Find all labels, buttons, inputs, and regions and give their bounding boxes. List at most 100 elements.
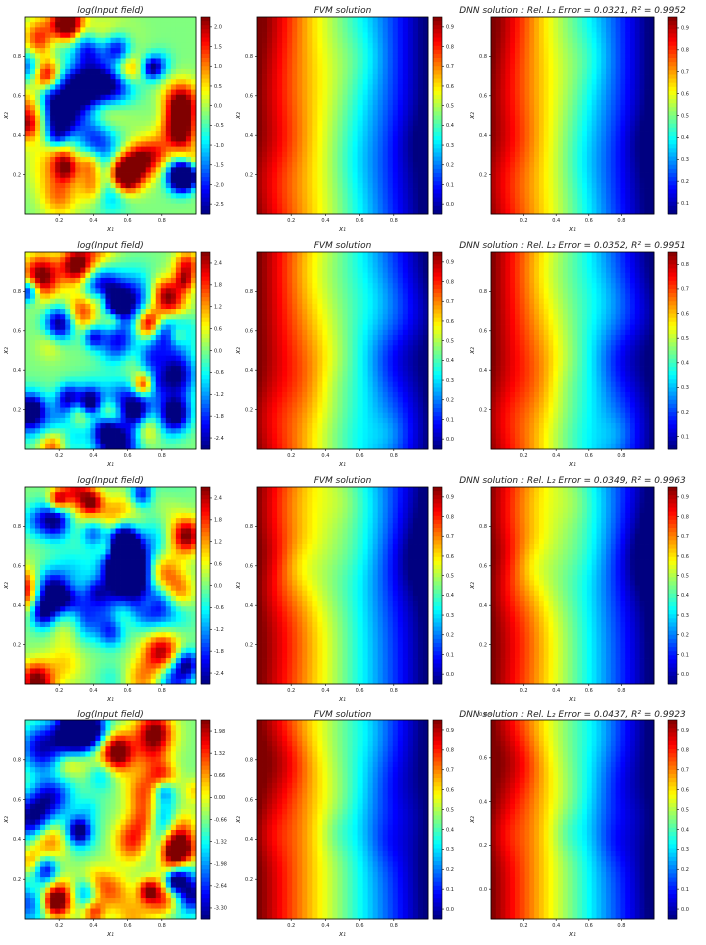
- heatmap-cell: [620, 43, 625, 49]
- heatmap-cell: [573, 136, 578, 142]
- heatmap-cell: [70, 110, 75, 116]
- heatmap-cell: [30, 33, 35, 39]
- heatmap-cell: [398, 131, 403, 137]
- heatmap-cell: [95, 408, 100, 414]
- heatmap-cell: [90, 299, 95, 305]
- colorbar-segment: [433, 148, 442, 153]
- heatmap-cell: [70, 444, 75, 450]
- heatmap-cell: [520, 79, 525, 85]
- heatmap-cell: [35, 162, 40, 168]
- heatmap-cell: [644, 64, 649, 70]
- heatmap-cell: [35, 314, 40, 320]
- heatmap-cell: [553, 131, 558, 137]
- heatmap-cell: [50, 325, 55, 331]
- heatmap-cell: [601, 141, 606, 147]
- heatmap-cell: [95, 105, 100, 111]
- heatmap-cell: [75, 433, 80, 439]
- heatmap-cell: [568, 183, 573, 189]
- heatmap-cell: [80, 84, 85, 90]
- heatmap-cell: [544, 79, 549, 85]
- heatmap-cell: [85, 413, 90, 419]
- heatmap-cell: [272, 69, 277, 75]
- heatmap-cell: [131, 152, 136, 158]
- heatmap-cell: [534, 204, 539, 210]
- heatmap-cell: [35, 141, 40, 147]
- heatmap-cell: [505, 27, 510, 33]
- heatmap-cell: [25, 38, 30, 44]
- heatmap-cell: [70, 413, 75, 419]
- heatmap-cell: [297, 74, 302, 80]
- heatmap-cell: [126, 283, 131, 289]
- heatmap-cell: [282, 152, 287, 158]
- heatmap-cell: [563, 38, 568, 44]
- heatmap-cell: [35, 152, 40, 158]
- heatmap-cell: [30, 27, 35, 33]
- heatmap-cell: [111, 444, 116, 450]
- heatmap-cell: [40, 95, 45, 101]
- heatmap-cell: [156, 53, 161, 59]
- heatmap-cell: [568, 79, 573, 85]
- heatmap-cell: [121, 382, 126, 388]
- heatmap-cell: [126, 418, 131, 424]
- heatmap-cell: [85, 283, 90, 289]
- heatmap-cell: [85, 204, 90, 210]
- heatmap-cell: [525, 131, 530, 137]
- heatmap-cell: [136, 278, 141, 284]
- heatmap-cell: [90, 418, 95, 424]
- heatmap-cell: [534, 121, 539, 127]
- heatmap-cell: [292, 79, 297, 85]
- heatmap-cell: [553, 17, 558, 23]
- y-tick-label: 0.2: [479, 172, 487, 178]
- heatmap-cell: [408, 131, 413, 137]
- heatmap-cell: [105, 314, 110, 320]
- heatmap-cell: [111, 69, 116, 75]
- heatmap-cell: [563, 100, 568, 106]
- heatmap-cell: [111, 335, 116, 341]
- heatmap-cell: [257, 162, 262, 168]
- heatmap-cell: [601, 204, 606, 210]
- heatmap-cell: [105, 105, 110, 111]
- heatmap-cell: [40, 90, 45, 96]
- heatmap-cell: [539, 100, 544, 106]
- heatmap-cell: [520, 22, 525, 28]
- heatmap-cell: [272, 95, 277, 101]
- heatmap-cell: [520, 173, 525, 179]
- heatmap-cell: [413, 53, 418, 59]
- heatmap-cell: [601, 95, 606, 101]
- heatmap-cell: [287, 64, 292, 70]
- heatmap-cell: [60, 319, 65, 325]
- heatmap-cell: [186, 198, 191, 204]
- heatmap-cell: [50, 273, 55, 279]
- heatmap-cell: [80, 105, 85, 111]
- heatmap-cells: [25, 17, 196, 214]
- heatmap-cell: [156, 100, 161, 106]
- heatmap-cell: [520, 105, 525, 111]
- heatmap-cell: [282, 43, 287, 49]
- heatmap-cell: [297, 17, 302, 23]
- heatmap-cell: [601, 105, 606, 111]
- heatmap-cell: [418, 198, 423, 204]
- heatmap-cell: [262, 204, 267, 210]
- heatmap-cell: [40, 157, 45, 163]
- heatmap-cell: [312, 69, 317, 75]
- heatmap-cell: [408, 157, 413, 163]
- heatmap-cell: [587, 27, 592, 33]
- heatmap-cell: [277, 209, 282, 215]
- heatmap-cell: [111, 105, 116, 111]
- heatmap-cell: [116, 293, 121, 299]
- heatmap-cell: [322, 141, 327, 147]
- heatmap-cell: [287, 58, 292, 64]
- heatmap-cell: [408, 121, 413, 127]
- heatmap-cell: [65, 183, 70, 189]
- heatmap-cell: [126, 105, 131, 111]
- heatmap-cell: [25, 335, 30, 341]
- heatmap-cell: [176, 167, 181, 173]
- heatmap-cell: [136, 84, 141, 90]
- heatmap-cell: [393, 209, 398, 215]
- panel-title: DNN solution : Rel. L₂ Error = 0.0321, R…: [459, 6, 686, 16]
- heatmap-cell: [90, 17, 95, 23]
- heatmap-cell: [60, 268, 65, 274]
- heatmap-cell: [166, 141, 171, 147]
- heatmap-cell: [373, 79, 378, 85]
- colorbar-segment: [433, 111, 442, 116]
